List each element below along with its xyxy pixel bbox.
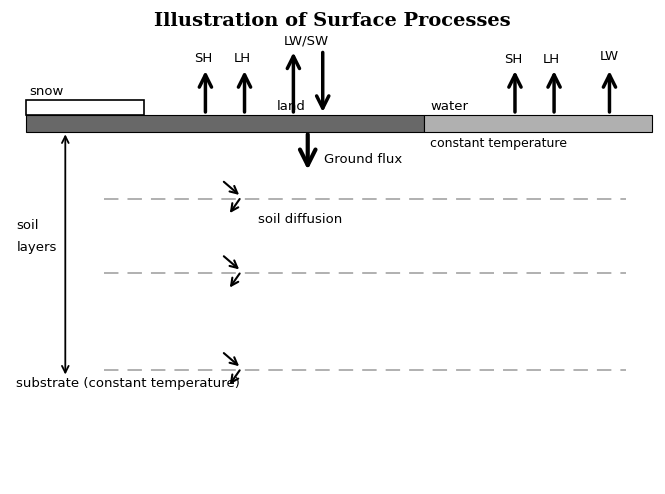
Text: SH: SH [504,53,522,66]
Text: soil diffusion: soil diffusion [257,212,342,226]
Text: land: land [277,100,306,113]
Text: Illustration of Surface Processes: Illustration of Surface Processes [154,12,511,31]
Text: LW/SW: LW/SW [284,35,329,48]
Bar [26,100,144,115]
Text: water: water [430,100,468,113]
Text: snow: snow [29,85,64,98]
Text: LW: LW [600,50,619,63]
Text: constant temperature: constant temperature [430,137,567,150]
Text: LH: LH [543,53,559,66]
Bar [424,115,652,131]
Bar [26,115,424,131]
Text: SH: SH [194,51,213,65]
Text: layers: layers [17,242,57,254]
Text: LH: LH [233,51,251,65]
Text: soil: soil [17,219,39,232]
Text: substrate (constant temperature): substrate (constant temperature) [17,377,240,390]
Text: Ground flux: Ground flux [324,153,402,166]
